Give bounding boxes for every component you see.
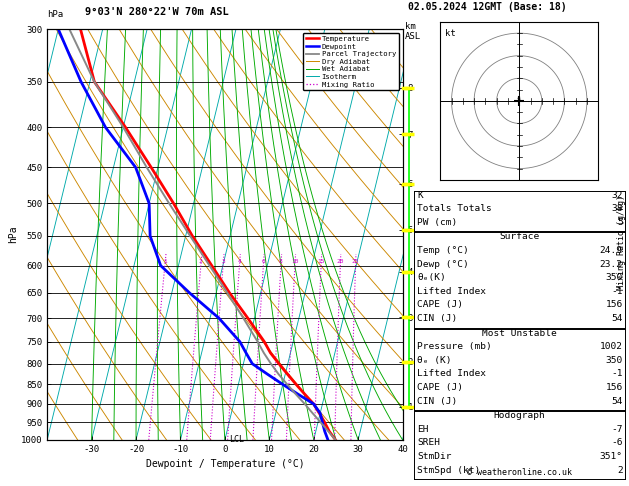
Text: StmSpd (kt): StmSpd (kt) (417, 466, 481, 475)
Text: 1002: 1002 (599, 342, 623, 351)
Text: Temp (°C): Temp (°C) (417, 246, 469, 255)
X-axis label: Dewpoint / Temperature (°C): Dewpoint / Temperature (°C) (145, 459, 304, 469)
Text: Pressure (mb): Pressure (mb) (417, 342, 492, 351)
Text: LCL: LCL (230, 435, 244, 444)
Text: Lifted Index: Lifted Index (417, 369, 486, 379)
Text: ASL: ASL (405, 32, 421, 41)
Text: 23.2: 23.2 (599, 260, 623, 269)
Text: 6: 6 (262, 259, 265, 263)
Text: 24.9: 24.9 (599, 246, 623, 255)
Text: θₑ (K): θₑ (K) (417, 356, 452, 365)
Text: 350: 350 (606, 273, 623, 282)
Text: Hodograph: Hodograph (493, 411, 545, 420)
Text: 02.05.2024 12GMT (Base: 18): 02.05.2024 12GMT (Base: 18) (408, 2, 566, 12)
Text: 2: 2 (617, 466, 623, 475)
Text: EH: EH (417, 425, 428, 434)
Text: 9°03'N 280°22'W 70m ASL: 9°03'N 280°22'W 70m ASL (85, 7, 229, 17)
Text: 5: 5 (617, 218, 623, 227)
Text: 350: 350 (606, 356, 623, 365)
Text: K: K (417, 191, 423, 200)
Text: 15: 15 (318, 259, 325, 263)
Text: CIN (J): CIN (J) (417, 397, 457, 406)
Y-axis label: hPa: hPa (8, 226, 18, 243)
Text: 20: 20 (337, 259, 344, 263)
Text: 38: 38 (611, 204, 623, 213)
Text: θₑ(K): θₑ(K) (417, 273, 446, 282)
Text: StmDir: StmDir (417, 452, 452, 461)
Text: 351°: 351° (599, 452, 623, 461)
Text: CAPE (J): CAPE (J) (417, 383, 463, 392)
Text: Mixing Ratio (g/kg): Mixing Ratio (g/kg) (617, 195, 626, 291)
Text: SREH: SREH (417, 438, 440, 448)
Text: © weatheronline.co.uk: © weatheronline.co.uk (467, 468, 572, 477)
Text: 1: 1 (163, 259, 167, 263)
Text: 8: 8 (279, 259, 283, 263)
Text: 54: 54 (611, 314, 623, 323)
Legend: Temperature, Dewpoint, Parcel Trajectory, Dry Adiabat, Wet Adiabat, Isotherm, Mi: Temperature, Dewpoint, Parcel Trajectory… (303, 33, 399, 90)
Text: Dewp (°C): Dewp (°C) (417, 260, 469, 269)
Text: km: km (405, 22, 416, 31)
Text: 3: 3 (221, 259, 225, 263)
Text: 32: 32 (611, 191, 623, 200)
Text: -1: -1 (611, 287, 623, 296)
Text: 54: 54 (611, 397, 623, 406)
Text: -7: -7 (611, 425, 623, 434)
Text: 4: 4 (238, 259, 242, 263)
Text: hPa: hPa (47, 10, 64, 19)
Text: CAPE (J): CAPE (J) (417, 300, 463, 310)
Text: 2: 2 (199, 259, 203, 263)
Text: CIN (J): CIN (J) (417, 314, 457, 323)
Text: 25: 25 (352, 259, 359, 263)
Text: Totals Totals: Totals Totals (417, 204, 492, 213)
Text: -6: -6 (611, 438, 623, 448)
Text: Lifted Index: Lifted Index (417, 287, 486, 296)
Text: Most Unstable: Most Unstable (482, 329, 557, 338)
Text: kt: kt (445, 29, 455, 37)
Text: 156: 156 (606, 383, 623, 392)
Text: PW (cm): PW (cm) (417, 218, 457, 227)
Text: 156: 156 (606, 300, 623, 310)
Text: Surface: Surface (499, 232, 539, 242)
Text: -1: -1 (611, 369, 623, 379)
Text: 10: 10 (291, 259, 299, 263)
